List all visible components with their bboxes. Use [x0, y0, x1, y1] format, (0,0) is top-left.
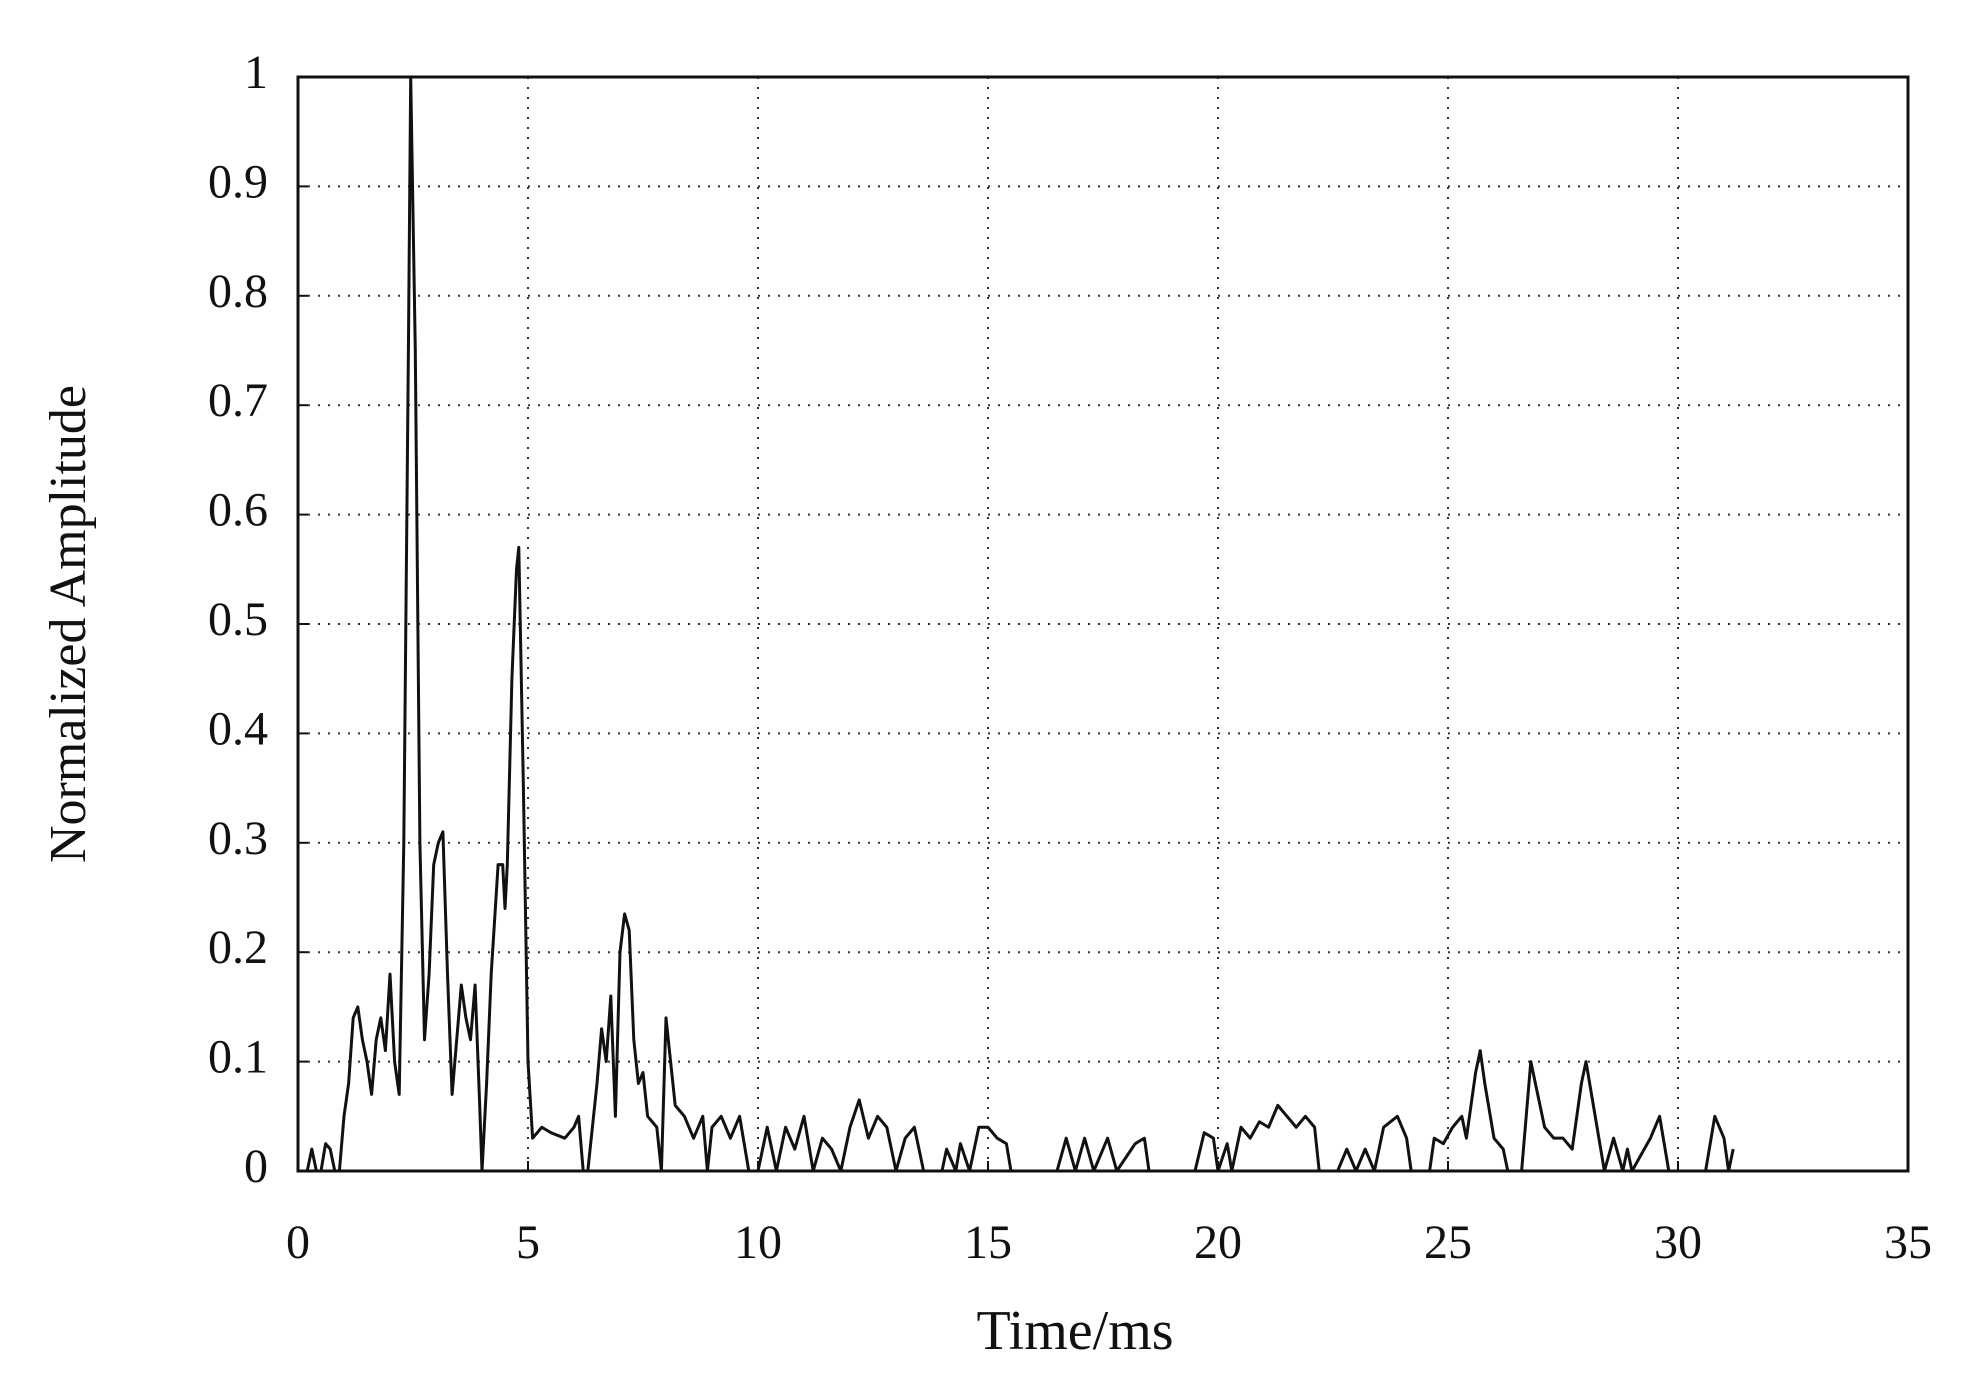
y-tick-label: 0.9: [208, 155, 268, 208]
x-tick-label: 30: [1654, 1216, 1702, 1269]
signal-line: [298, 75, 1735, 1173]
x-tick-label: 35: [1884, 1216, 1932, 1269]
x-tick-label: 0: [286, 1216, 310, 1269]
y-tick-label: 0.3: [208, 812, 268, 865]
y-tick-label: 0.1: [208, 1031, 268, 1084]
y-tick-label: 1: [244, 46, 268, 99]
x-tick-label: 10: [734, 1216, 782, 1269]
y-tick-label: 0.6: [208, 484, 268, 537]
y-tick-label: 0: [244, 1140, 268, 1193]
x-tick-label: 20: [1194, 1216, 1242, 1269]
y-tick-label: 0.8: [208, 265, 268, 318]
y-tick-label: 0.7: [208, 374, 268, 427]
y-axis-label: Normalized Amplitude: [40, 385, 97, 863]
x-tick-label: 15: [964, 1216, 1012, 1269]
x-tick-label: 25: [1424, 1216, 1472, 1269]
y-tick-label: 0.5: [208, 593, 268, 646]
y-tick-label: 0.4: [208, 702, 268, 755]
y-tick-label: 0.2: [208, 921, 268, 974]
x-axis-label: Time/ms: [976, 1300, 1173, 1362]
x-tick-label: 5: [516, 1216, 540, 1269]
plot-frame: [296, 75, 1910, 1173]
